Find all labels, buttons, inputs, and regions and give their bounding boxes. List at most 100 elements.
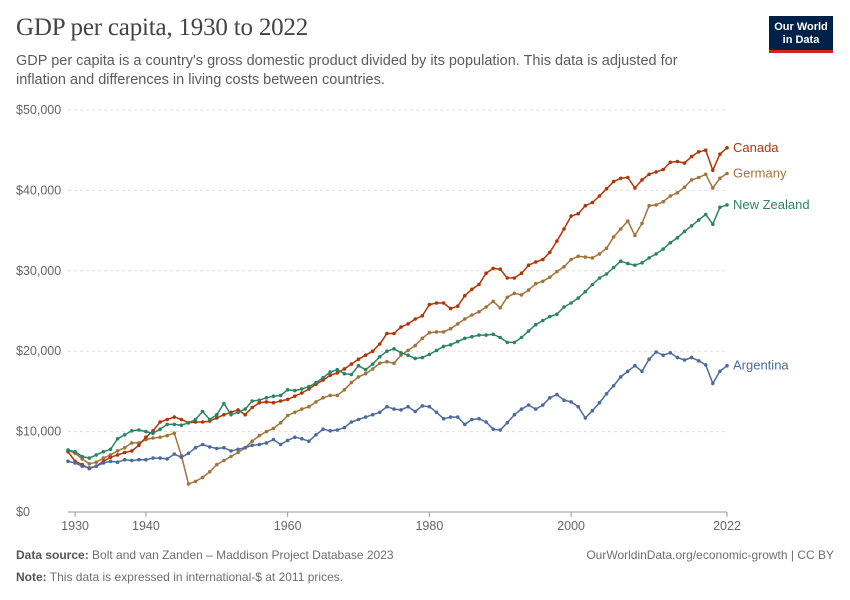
germany-line[interactable]: [67, 172, 728, 485]
argentina-point[interactable]: [590, 408, 595, 413]
argentina-point[interactable]: [236, 447, 240, 452]
germany-point[interactable]: [222, 458, 226, 463]
argentina-point[interactable]: [569, 400, 573, 404]
series-new-zealand[interactable]: [66, 203, 729, 460]
canada-point[interactable]: [285, 397, 290, 402]
canada-point[interactable]: [144, 435, 148, 440]
new-zealand-point[interactable]: [257, 398, 262, 403]
new-zealand-point[interactable]: [604, 272, 609, 276]
argentina-point[interactable]: [158, 456, 162, 460]
new-zealand-point[interactable]: [342, 371, 347, 376]
argentina-point[interactable]: [278, 442, 283, 447]
canada-point[interactable]: [526, 263, 531, 268]
new-zealand-point[interactable]: [328, 370, 333, 374]
germany-point[interactable]: [703, 172, 708, 177]
germany-point[interactable]: [207, 470, 212, 474]
argentina-point[interactable]: [455, 415, 460, 419]
canada-point[interactable]: [640, 178, 644, 182]
owid-logo[interactable]: Our World in Data: [769, 16, 833, 53]
argentina-point[interactable]: [271, 437, 276, 442]
new-zealand-point[interactable]: [512, 340, 517, 345]
germany-point[interactable]: [356, 375, 361, 379]
new-zealand-point[interactable]: [448, 343, 453, 347]
argentina-point[interactable]: [66, 459, 70, 464]
germany-point[interactable]: [640, 221, 644, 226]
canada-point[interactable]: [463, 293, 467, 298]
germany-point[interactable]: [413, 343, 418, 348]
germany-point[interactable]: [512, 291, 517, 296]
germany-point[interactable]: [115, 449, 120, 453]
germany-point[interactable]: [229, 454, 233, 459]
argentina-point[interactable]: [321, 427, 325, 432]
germany-point[interactable]: [342, 388, 347, 392]
new-zealand-point[interactable]: [555, 312, 559, 317]
argentina-point[interactable]: [725, 363, 729, 368]
source-link[interactable]: OurWorldinData.org/economic-growth | CC …: [586, 548, 834, 562]
new-zealand-point[interactable]: [413, 356, 418, 361]
germany-point[interactable]: [562, 265, 566, 269]
germany-point[interactable]: [491, 299, 496, 304]
canada-point[interactable]: [406, 322, 410, 326]
new-zealand-point[interactable]: [94, 453, 99, 457]
canada-point[interactable]: [711, 168, 715, 173]
new-zealand-point[interactable]: [682, 229, 687, 234]
argentina-point[interactable]: [718, 369, 722, 374]
canada-point[interactable]: [597, 194, 602, 198]
new-zealand-point[interactable]: [626, 261, 630, 266]
canada-point[interactable]: [363, 353, 368, 358]
germany-point[interactable]: [151, 436, 155, 440]
germany-point[interactable]: [130, 441, 134, 445]
new-zealand-point[interactable]: [703, 212, 708, 217]
germany-point[interactable]: [427, 330, 432, 335]
germany-point[interactable]: [172, 431, 177, 436]
canada-point[interactable]: [569, 214, 573, 218]
argentina-point[interactable]: [654, 350, 658, 354]
argentina-point[interactable]: [406, 404, 410, 409]
germany-point[interactable]: [626, 219, 630, 223]
germany-point[interactable]: [548, 275, 552, 280]
new-zealand-point[interactable]: [370, 362, 375, 366]
germany-point[interactable]: [363, 371, 368, 376]
canada-point[interactable]: [689, 154, 694, 159]
argentina-point[interactable]: [689, 355, 694, 360]
new-zealand-point[interactable]: [80, 454, 84, 459]
germany-point[interactable]: [696, 175, 701, 180]
germany-point[interactable]: [463, 317, 467, 321]
argentina-point[interactable]: [314, 433, 318, 437]
canada-point[interactable]: [725, 146, 729, 150]
argentina-point[interactable]: [250, 443, 254, 448]
canada-point[interactable]: [137, 443, 141, 448]
new-zealand-point[interactable]: [718, 205, 722, 210]
canada-point[interactable]: [562, 227, 566, 231]
germany-point[interactable]: [689, 178, 694, 182]
new-zealand-point[interactable]: [498, 335, 503, 340]
argentina-point[interactable]: [300, 437, 304, 441]
argentina-point[interactable]: [434, 410, 439, 415]
germany-point[interactable]: [200, 475, 205, 480]
argentina-point[interactable]: [413, 409, 418, 414]
argentina-point[interactable]: [342, 425, 347, 430]
new-zealand-point[interactable]: [533, 322, 538, 327]
canada-point[interactable]: [200, 420, 205, 424]
canada-point[interactable]: [484, 271, 488, 276]
canada-point[interactable]: [682, 161, 687, 165]
germany-point[interactable]: [647, 203, 651, 208]
new-zealand-point[interactable]: [696, 218, 701, 222]
germany-point[interactable]: [420, 336, 425, 341]
germany-point[interactable]: [434, 330, 439, 334]
canada-point[interactable]: [427, 302, 432, 307]
argentina-point[interactable]: [222, 445, 226, 450]
germany-point[interactable]: [718, 176, 722, 181]
series-argentina[interactable]: [66, 350, 729, 470]
canada-point[interactable]: [264, 400, 269, 404]
germany-point[interactable]: [541, 279, 545, 284]
series-germany[interactable]: [66, 171, 729, 486]
argentina-point[interactable]: [151, 456, 155, 460]
new-zealand-point[interactable]: [463, 336, 467, 341]
new-zealand-point[interactable]: [229, 412, 233, 417]
new-zealand-point[interactable]: [243, 407, 247, 411]
new-zealand-point[interactable]: [562, 305, 566, 309]
germany-point[interactable]: [307, 404, 311, 409]
argentina-point[interactable]: [257, 442, 262, 447]
germany-point[interactable]: [661, 199, 665, 204]
